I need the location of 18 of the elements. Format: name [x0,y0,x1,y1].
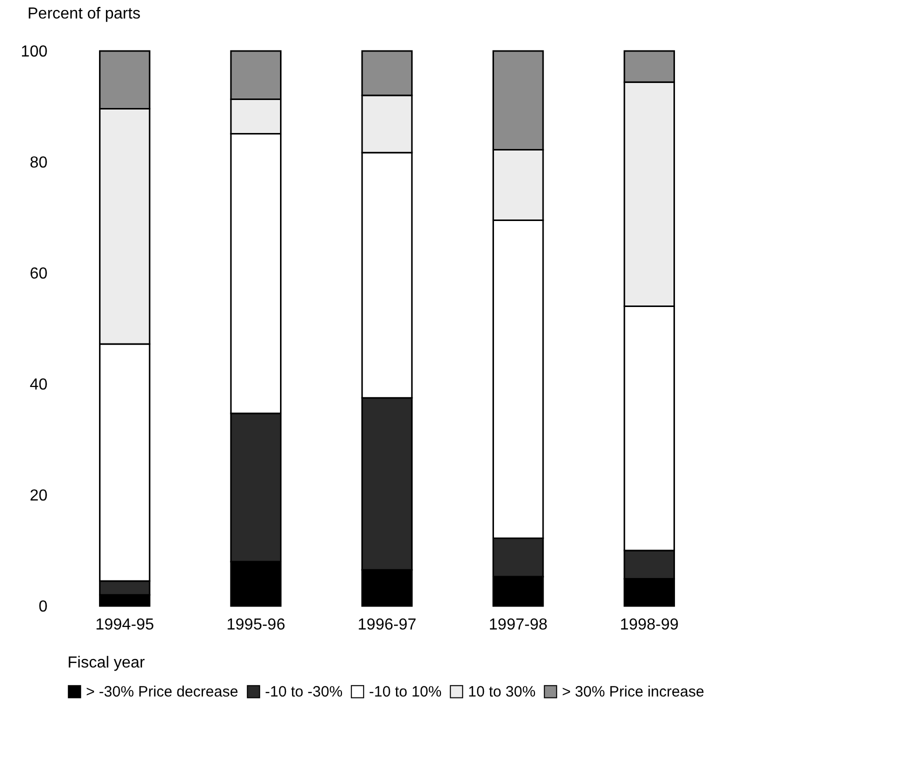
x-tick-label: 1998-99 [620,616,679,634]
y-tick-label: 100 [20,44,48,60]
y-tick-label: 60 [30,266,48,282]
y-tick-label: 80 [30,154,48,172]
legend-label: > -30% Price decrease [86,684,238,701]
y-tick-label: 40 [30,376,48,394]
legend-label: 10 to 30% [468,684,536,701]
y-tick-label: 20 [30,488,48,504]
legend-label: > 30% Price increase [562,684,704,701]
y-tick-label: 0 [38,598,48,616]
legend-label: -10 to -30% [265,684,343,701]
y-axis-title: Percent of parts [28,6,140,22]
legend-label: -10 to 10% [369,684,442,701]
x-tick-label: 1994-95 [95,616,154,634]
x-tick-label: 1997-98 [488,616,548,634]
x-tick-label: 1995-96 [226,616,286,634]
x-tick-label: 1996-97 [358,616,416,634]
x-axis-title: Fiscal year [68,654,146,672]
